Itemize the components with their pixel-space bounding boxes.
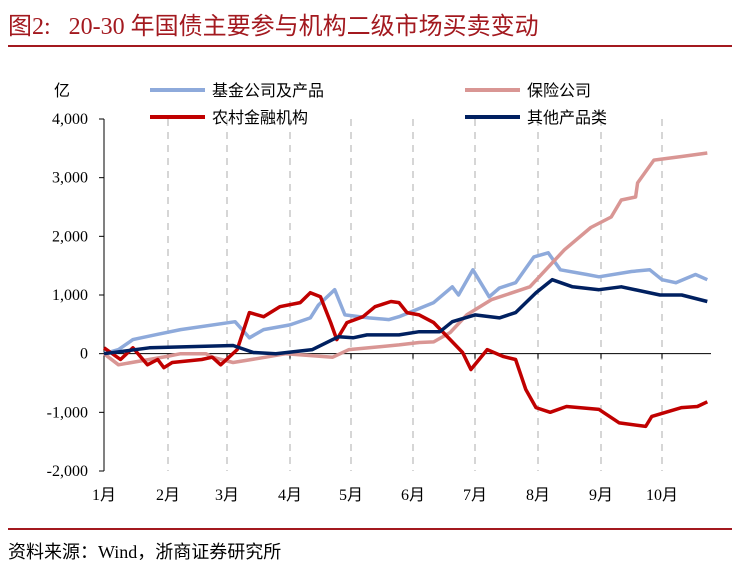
figure-title: 图2: 20-30 年国债主要参与机构二级市场买卖变动: [8, 14, 539, 40]
y-tick-label: 2,000: [52, 228, 88, 245]
source-note: 资料来源：Wind，浙商证券研究所: [8, 542, 282, 562]
x-tick-label: 6月: [401, 487, 425, 504]
legend-label: 其他产品类: [527, 109, 607, 127]
x-tick-label: 1月: [92, 487, 116, 504]
x-tick-label: 2月: [156, 487, 180, 504]
y-tick-label: -2,000: [47, 463, 88, 480]
legend-label: 保险公司: [527, 82, 591, 100]
x-tick-label: 4月: [278, 487, 302, 504]
series-line-1: [103, 251, 709, 356]
y-tick-label: -1,000: [47, 404, 88, 421]
y-tick-label: 1,000: [52, 287, 88, 304]
x-tick-label: 10月: [646, 487, 678, 504]
x-tick-label: 5月: [339, 487, 363, 504]
source-rule: [8, 528, 732, 530]
x-tick-label: 7月: [463, 487, 487, 504]
x-tick-label: 8月: [526, 487, 550, 504]
series-line-4: [103, 277, 708, 356]
legend-label: 基金公司及产品: [212, 82, 324, 100]
series-line-2: [102, 151, 708, 367]
legend-label: 农村金融机构: [212, 109, 308, 127]
x-tick-label: 3月: [215, 487, 239, 504]
y-tick-label: 0: [80, 346, 88, 363]
title-rule: [8, 45, 732, 47]
x-tick-label: 9月: [589, 487, 613, 504]
y-axis-label: 亿: [54, 82, 70, 100]
series-line-3: [102, 290, 709, 429]
y-tick-label: 3,000: [52, 170, 88, 187]
y-tick-label: 4,000: [52, 111, 88, 128]
